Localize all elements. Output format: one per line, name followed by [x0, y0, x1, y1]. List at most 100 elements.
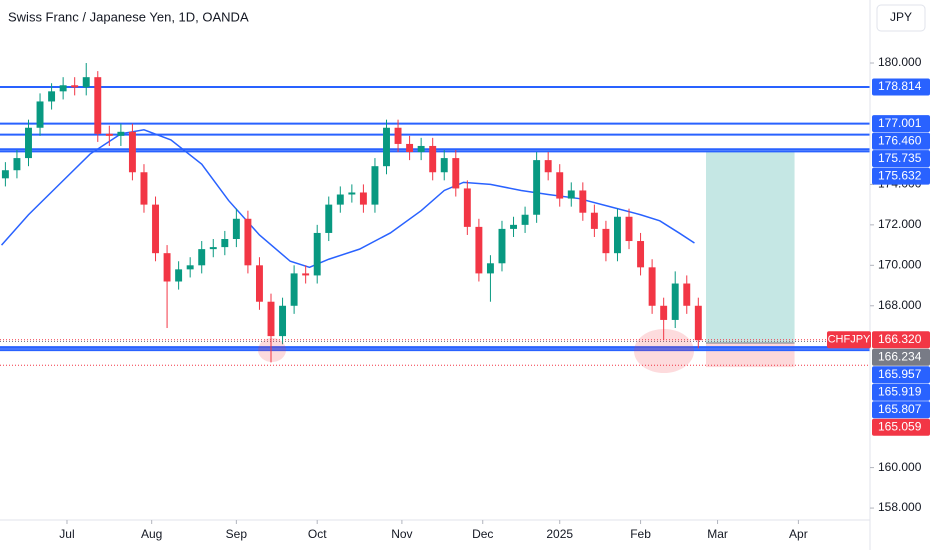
y-tick-label: 158.000	[878, 500, 922, 514]
price-label: 166.234	[878, 349, 922, 363]
position-profit	[706, 152, 795, 343]
price-label-bg	[872, 366, 930, 384]
candle-body	[1, 170, 9, 179]
price-label-bg	[872, 383, 930, 401]
candle-body	[394, 127, 402, 144]
price-label: 178.814	[878, 79, 922, 93]
candle-body	[336, 194, 344, 205]
candle-body	[290, 273, 298, 306]
candle-body	[198, 249, 206, 266]
x-tick-label: Apr	[789, 527, 808, 541]
price-label-bg	[872, 418, 930, 436]
price-label: 175.735	[878, 151, 922, 165]
candle-body	[267, 301, 275, 337]
candle-body	[13, 158, 21, 171]
candle-body	[671, 283, 679, 320]
candle-body	[371, 166, 379, 205]
candle-body	[694, 305, 702, 341]
price-label-bg	[872, 115, 930, 133]
candle-body	[313, 232, 321, 276]
candle-body	[590, 212, 598, 229]
candle-body	[648, 267, 656, 306]
candle-body	[429, 145, 437, 173]
candle-body	[302, 273, 310, 276]
candle-body	[71, 85, 79, 88]
x-tick-label: Aug	[141, 527, 162, 541]
price-label: 165.807	[878, 402, 922, 416]
price-label-bg	[872, 331, 930, 349]
candle-body	[209, 247, 217, 250]
candle-body	[25, 127, 32, 159]
x-tick-label: Feb	[630, 527, 651, 541]
x-tick-label: Nov	[391, 527, 412, 541]
candle-body	[128, 131, 136, 173]
candle-body	[417, 145, 425, 153]
candle-body	[533, 160, 541, 215]
moving-average	[0, 128, 695, 269]
candle-body	[637, 241, 645, 268]
price-label: 165.919	[878, 384, 922, 398]
y-tick-label: 180.000	[878, 55, 922, 69]
candle-body	[140, 172, 148, 205]
candle-body	[152, 204, 159, 254]
candle-body	[82, 77, 90, 88]
price-label: 165.957	[878, 367, 922, 381]
candle-body	[463, 188, 471, 227]
candle-body	[498, 228, 506, 264]
price-label: 177.001	[878, 116, 922, 130]
candle-body	[232, 218, 240, 240]
x-tick-label: 2025	[546, 527, 573, 541]
candle-body	[348, 192, 356, 195]
candle-body	[510, 224, 517, 229]
candle-body	[279, 305, 287, 337]
candle-body	[36, 101, 44, 128]
price-label-bg	[872, 401, 930, 419]
symbol-tag: CHFJPY	[828, 334, 871, 346]
price-label-bg	[872, 167, 930, 185]
candle-body	[175, 269, 183, 282]
candle-body	[406, 143, 414, 153]
candle-body	[325, 204, 333, 233]
x-tick-label: Oct	[308, 527, 327, 541]
symbol-tag-bg	[827, 331, 871, 349]
candle-body	[255, 265, 263, 302]
candle-body	[683, 283, 691, 306]
candle-body	[105, 133, 113, 136]
candle-body	[660, 305, 668, 320]
price-label-bg	[872, 78, 930, 96]
currency-label[interactable]: JPY	[890, 10, 912, 24]
highlight	[634, 329, 694, 373]
candle-body	[59, 85, 67, 92]
x-tick-label: Jul	[59, 527, 74, 541]
highlight	[258, 338, 286, 362]
chart-title: Swiss Franc / Japanese Yen, 1D, OANDA	[8, 9, 249, 24]
candle-body	[48, 91, 56, 102]
price-label-bg	[872, 150, 930, 168]
x-tick-label: Sep	[226, 527, 248, 541]
candle-body	[244, 218, 252, 266]
candle-body	[556, 172, 564, 199]
price-label: 175.632	[878, 168, 922, 182]
candle-body	[440, 158, 448, 173]
plot-area	[0, 63, 870, 368]
candle-body	[567, 190, 575, 199]
candle-body	[625, 216, 633, 242]
y-tick-label: 172.000	[878, 217, 922, 231]
candle-body	[452, 158, 460, 189]
y-tick-label: 168.000	[878, 298, 922, 312]
candle-body	[544, 160, 552, 173]
currency-button[interactable]	[876, 4, 926, 32]
price-label: 166.320	[878, 332, 922, 346]
candle-body	[521, 214, 529, 225]
candle-body	[163, 253, 171, 282]
candle-body	[221, 239, 229, 248]
price-label-bg	[872, 132, 930, 150]
price-label-bg	[872, 348, 930, 366]
candle-body	[614, 216, 621, 254]
candle-body	[117, 131, 125, 136]
candle-body	[359, 192, 367, 205]
x-tick-label: Dec	[472, 527, 493, 541]
candle-body	[383, 127, 390, 167]
